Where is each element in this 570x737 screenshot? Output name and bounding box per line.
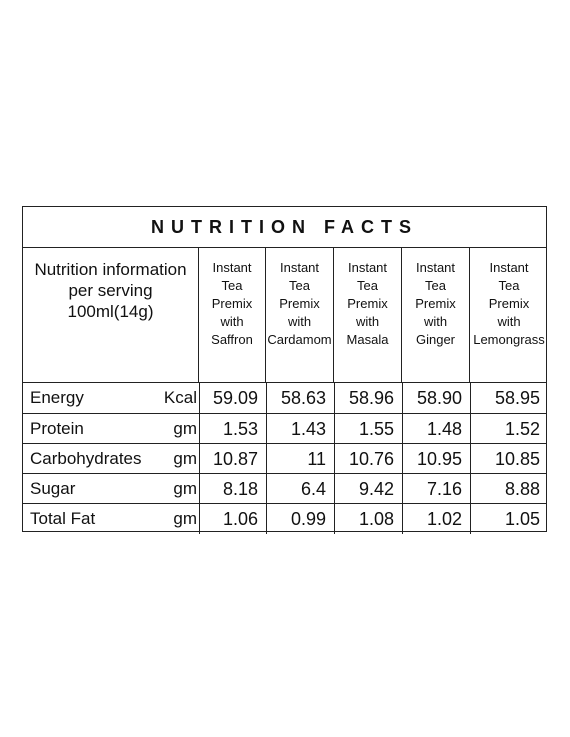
column-header-line: Saffron <box>211 332 253 347</box>
nutrient-name: Total Fat <box>30 509 96 528</box>
nutrient-value: 58.95 <box>470 383 548 413</box>
nutrient-value: 7.16 <box>402 474 470 504</box>
column-header-line: Premix <box>279 296 320 311</box>
nutrient-unit: gm <box>173 449 197 468</box>
nutrient-value: 8.18 <box>199 474 266 504</box>
column-header: Instant Tea Premix with Ginger <box>402 248 470 382</box>
nutrient-value: 1.52 <box>470 414 548 444</box>
column-header: Instant Tea Premix with Cardamom <box>266 248 334 382</box>
column-header-line: with <box>497 314 521 329</box>
column-header-line: Premix <box>415 296 456 311</box>
serving-info-line: 100ml(14g) <box>67 302 154 321</box>
nutrient-unit: gm <box>173 479 197 498</box>
nutrient-value: 10.85 <box>470 444 548 474</box>
nutrient-value: 58.96 <box>334 383 402 413</box>
nutrient-name: Sugar <box>30 479 76 498</box>
column-header: Instant Tea Premix with Saffron <box>199 248 266 382</box>
table-title: NUTRITION FACTS <box>23 207 546 248</box>
table-row: Sugar gm 8.18 6.4 9.42 7.16 8.88 <box>23 473 546 504</box>
header-separator <box>23 382 546 383</box>
nutrient-value: 58.63 <box>266 383 334 413</box>
nutrient-value: 10.87 <box>199 444 266 474</box>
column-header-line: Ginger <box>415 332 456 347</box>
column-header-line: Tea <box>221 278 243 293</box>
column-header-line: Cardamom <box>267 332 332 347</box>
column-header-line: Instant <box>279 260 320 275</box>
table-row: Protein gm 1.53 1.43 1.55 1.48 1.52 <box>23 413 546 444</box>
nutrient-value: 9.42 <box>334 474 402 504</box>
nutrient-value: 11 <box>266 444 334 474</box>
column-header-line: Instant <box>347 260 388 275</box>
serving-info-line: per serving <box>68 281 153 300</box>
column-header-line: Tea <box>289 278 310 293</box>
column-header-line: with <box>287 314 312 329</box>
column-header-line: Tea <box>425 278 446 293</box>
nutrient-value: 0.99 <box>266 504 334 534</box>
serving-info-line: Nutrition information <box>34 260 187 279</box>
nutrient-unit: gm <box>173 509 197 528</box>
nutrient-value: 1.43 <box>266 414 334 444</box>
nutrient-value: 8.88 <box>470 474 548 504</box>
column-header-line: Lemongrass <box>473 332 545 347</box>
column-header: Instant Tea Premix with Masala <box>334 248 402 382</box>
column-header-line: Instant <box>415 260 456 275</box>
nutrient-name: Carbohydrates <box>30 449 142 468</box>
nutrition-table: NUTRITION FACTS Nutrition information pe… <box>22 206 548 534</box>
nutrient-value: 10.76 <box>334 444 402 474</box>
serving-info: Nutrition information per serving 100ml(… <box>23 248 199 382</box>
nutrient-value: 6.4 <box>266 474 334 504</box>
table-row: Carbohydrates gm 10.87 11 10.76 10.95 10.85 <box>23 443 546 474</box>
column-header-line: with <box>423 314 448 329</box>
column-header-line: Premix <box>347 296 388 311</box>
column-header-line: Masala <box>346 332 389 347</box>
column-header-line: Instant <box>489 260 529 275</box>
column-header-line: Premix <box>488 296 530 311</box>
nutrient-value: 58.90 <box>402 383 470 413</box>
table-row: Total Fat gm 1.06 0.99 1.08 1.02 1.05 <box>23 503 546 534</box>
nutrient-value: 1.53 <box>199 414 266 444</box>
nutrient-value: 59.09 <box>199 383 266 413</box>
nutrient-value: 1.08 <box>334 504 402 534</box>
column-header-line: with <box>220 314 244 329</box>
column-header-line: Instant <box>212 260 252 275</box>
column-header-line: Premix <box>211 296 253 311</box>
column-header-line: Tea <box>498 278 520 293</box>
column-header-line: with <box>355 314 380 329</box>
column-header: Instant Tea Premix with Lemongrass <box>470 248 548 382</box>
nutrient-value: 1.02 <box>402 504 470 534</box>
nutrient-value: 1.55 <box>334 414 402 444</box>
column-header-line: Tea <box>357 278 378 293</box>
nutrient-value: 1.48 <box>402 414 470 444</box>
nutrient-unit: gm <box>173 419 197 438</box>
table-row: Energy Kcal 59.09 58.63 58.96 58.90 58.95 <box>23 383 546 413</box>
nutrient-name: Energy <box>30 388 84 407</box>
nutrient-name: Protein <box>30 419 84 438</box>
nutrient-value: 1.05 <box>470 504 548 534</box>
nutrient-value: 1.06 <box>199 504 266 534</box>
nutrient-value: 10.95 <box>402 444 470 474</box>
nutrient-unit: Kcal <box>163 388 197 407</box>
